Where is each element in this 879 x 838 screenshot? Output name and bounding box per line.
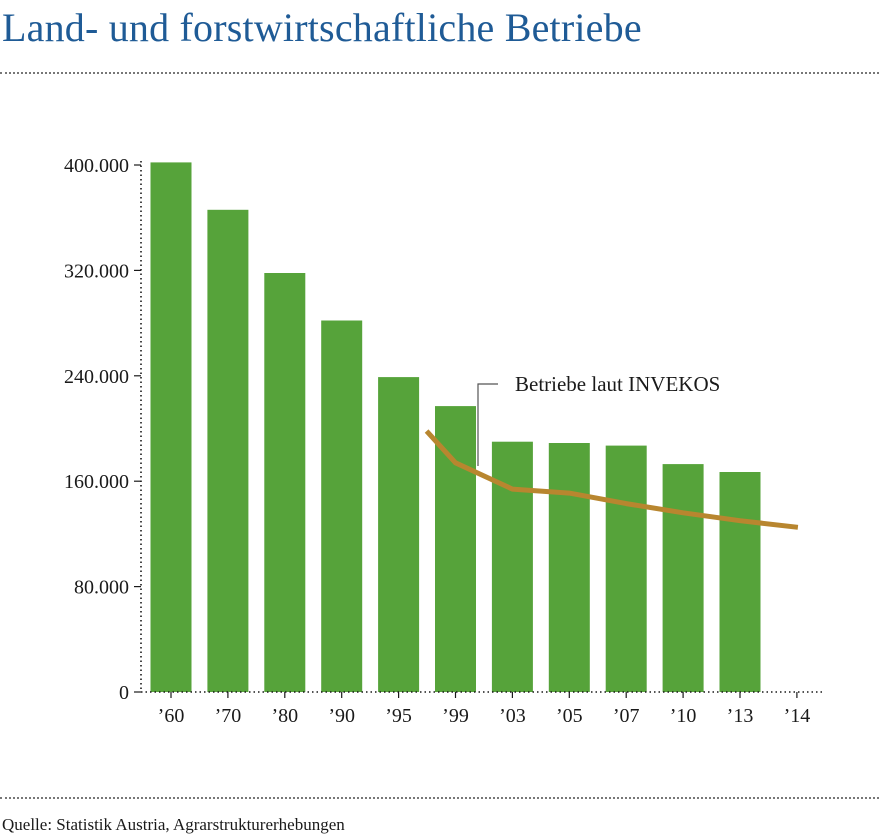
y-tick-label-2: 160.000: [64, 471, 129, 493]
chart-title: Land- und forstwirtschaftliche Betriebe: [2, 5, 642, 50]
labels-layer: 0 80.000 160.000 240.000 320.000 400.000 ’60 ’7…: [64, 155, 810, 727]
y-tick-label-5: 400.000: [64, 155, 129, 177]
axes-layer: [134, 161, 824, 698]
x-tick-label-4: ’95: [385, 705, 412, 727]
y-tick-label-4: 320.000: [64, 260, 129, 282]
bar-2: [264, 273, 306, 692]
x-tick-label-11: ’14: [784, 705, 811, 727]
bar-0: [150, 162, 192, 692]
y-tick-label-3: 240.000: [64, 366, 129, 388]
bars-layer: [150, 162, 761, 693]
x-tick-label-3: ’90: [328, 705, 355, 727]
source-note: Quelle: Statistik Austria, Agrarstruktur…: [2, 815, 345, 834]
bar-10: [719, 472, 761, 692]
line-series-invekos: [424, 429, 799, 530]
annotation-leader-line: [477, 383, 498, 466]
bottom-divider: [0, 797, 879, 799]
y-tick-label-0: 0: [119, 682, 129, 704]
x-tick-label-7: ’05: [556, 705, 583, 727]
annotation-label: Betriebe laut INVEKOS: [515, 372, 720, 396]
line-layer: [424, 429, 799, 530]
top-divider: [0, 72, 879, 74]
bar-8: [605, 445, 647, 692]
x-tick-label-5: ’99: [442, 705, 469, 727]
bar-9: [662, 464, 704, 692]
bar-4: [378, 377, 420, 692]
x-tick-label-1: ’70: [215, 705, 242, 727]
x-tick-label-0: ’60: [158, 705, 185, 727]
x-tick-label-6: ’03: [499, 705, 526, 727]
bar-1: [207, 209, 249, 693]
x-tick-label-9: ’10: [670, 705, 697, 727]
bar-7: [548, 443, 590, 692]
x-tick-label-2: ’80: [271, 705, 298, 727]
x-tick-label-8: ’07: [613, 705, 640, 727]
x-tick-label-10: ’13: [727, 705, 754, 727]
bar-6: [491, 441, 533, 692]
chart: 0 80.000 160.000 240.000 320.000 400.000 ’60 ’7…: [64, 155, 824, 727]
y-tick-label-1: 80.000: [74, 577, 129, 599]
bar-5: [435, 406, 476, 692]
bar-3: [321, 320, 363, 692]
